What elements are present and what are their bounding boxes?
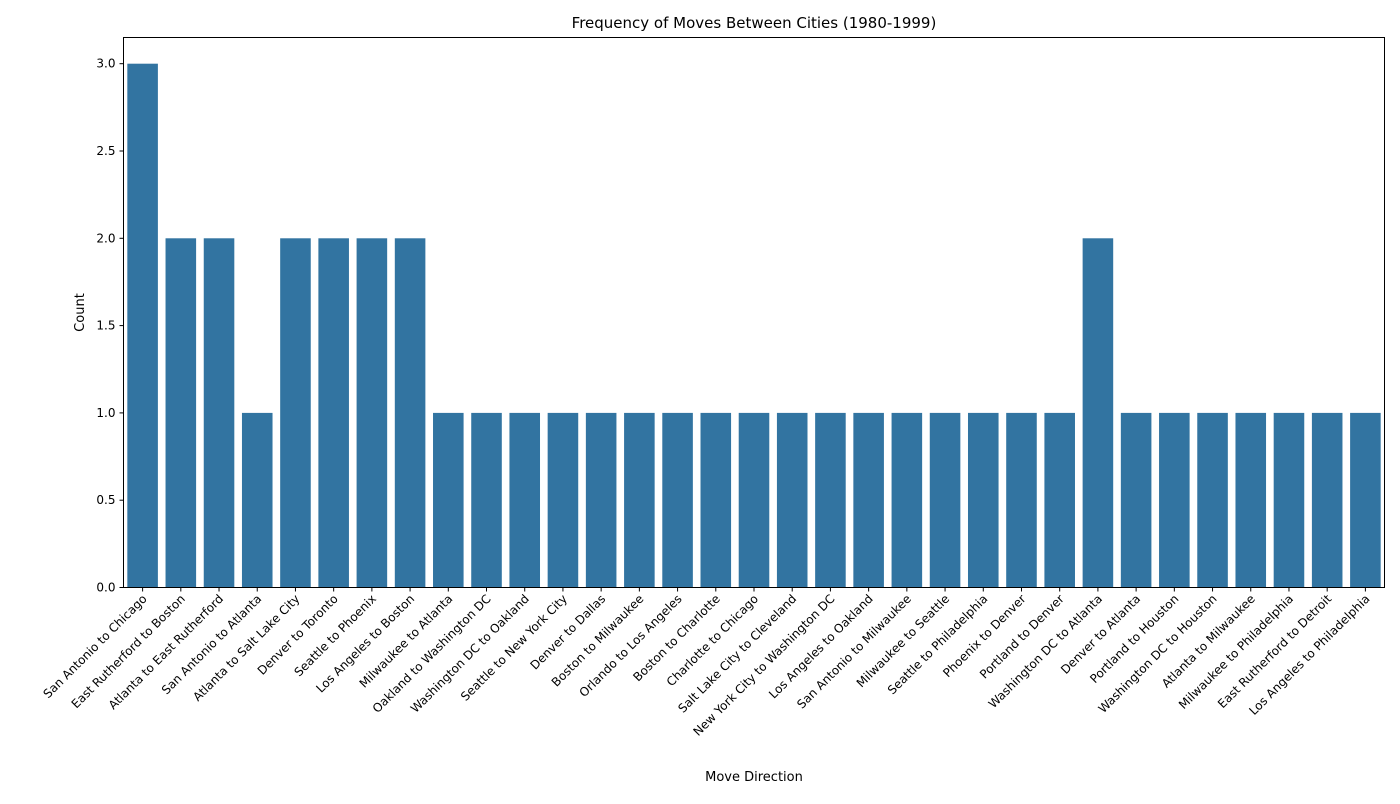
bar [662,412,693,588]
bar [1273,412,1305,588]
bar [1159,412,1190,588]
y-tick-label: 1.5 [96,319,115,333]
bar [280,238,311,588]
bar [509,412,541,588]
bars-layer [127,63,1381,588]
bar [967,412,999,588]
bar [1311,412,1343,588]
bar [1082,238,1114,588]
bar [891,412,923,588]
y-tick-label: 0.5 [96,493,115,507]
bar [471,412,502,588]
bar [1235,412,1267,588]
y-tick-label: 3.0 [96,57,115,71]
y-tick-label: 2.5 [96,144,115,158]
bar [356,238,388,588]
bar [700,412,732,588]
bar [776,412,808,588]
bar [127,63,158,588]
chart-title: Frequency of Moves Between Cities (1980-… [572,14,937,32]
bar [394,238,426,588]
bar [241,412,273,588]
plot-frame [123,37,1385,588]
y-axis-label: Count [73,293,88,332]
bar [547,412,579,588]
bar [1120,412,1152,588]
bar [1044,412,1075,588]
bar [585,412,617,588]
y-tick-label: 2.0 [96,231,115,245]
bar [318,238,349,588]
bar [815,412,846,588]
bar [738,412,770,588]
y-axis: 0.0 0.5 1.0 1.5 2.0 2.5 3.0 [96,57,124,595]
bar [853,412,884,588]
bar [1350,412,1381,588]
bar [433,412,464,588]
bar [1006,412,1037,588]
y-tick-label: 0.0 [96,581,115,595]
bar [165,238,197,588]
y-tick-label: 1.0 [96,406,115,420]
x-tick-label: New York City to Washington DC [691,592,838,739]
x-axis-label: Move Direction [705,770,803,785]
bar [624,412,655,588]
bar [929,412,961,588]
bar [1197,412,1228,588]
bar [203,238,235,588]
